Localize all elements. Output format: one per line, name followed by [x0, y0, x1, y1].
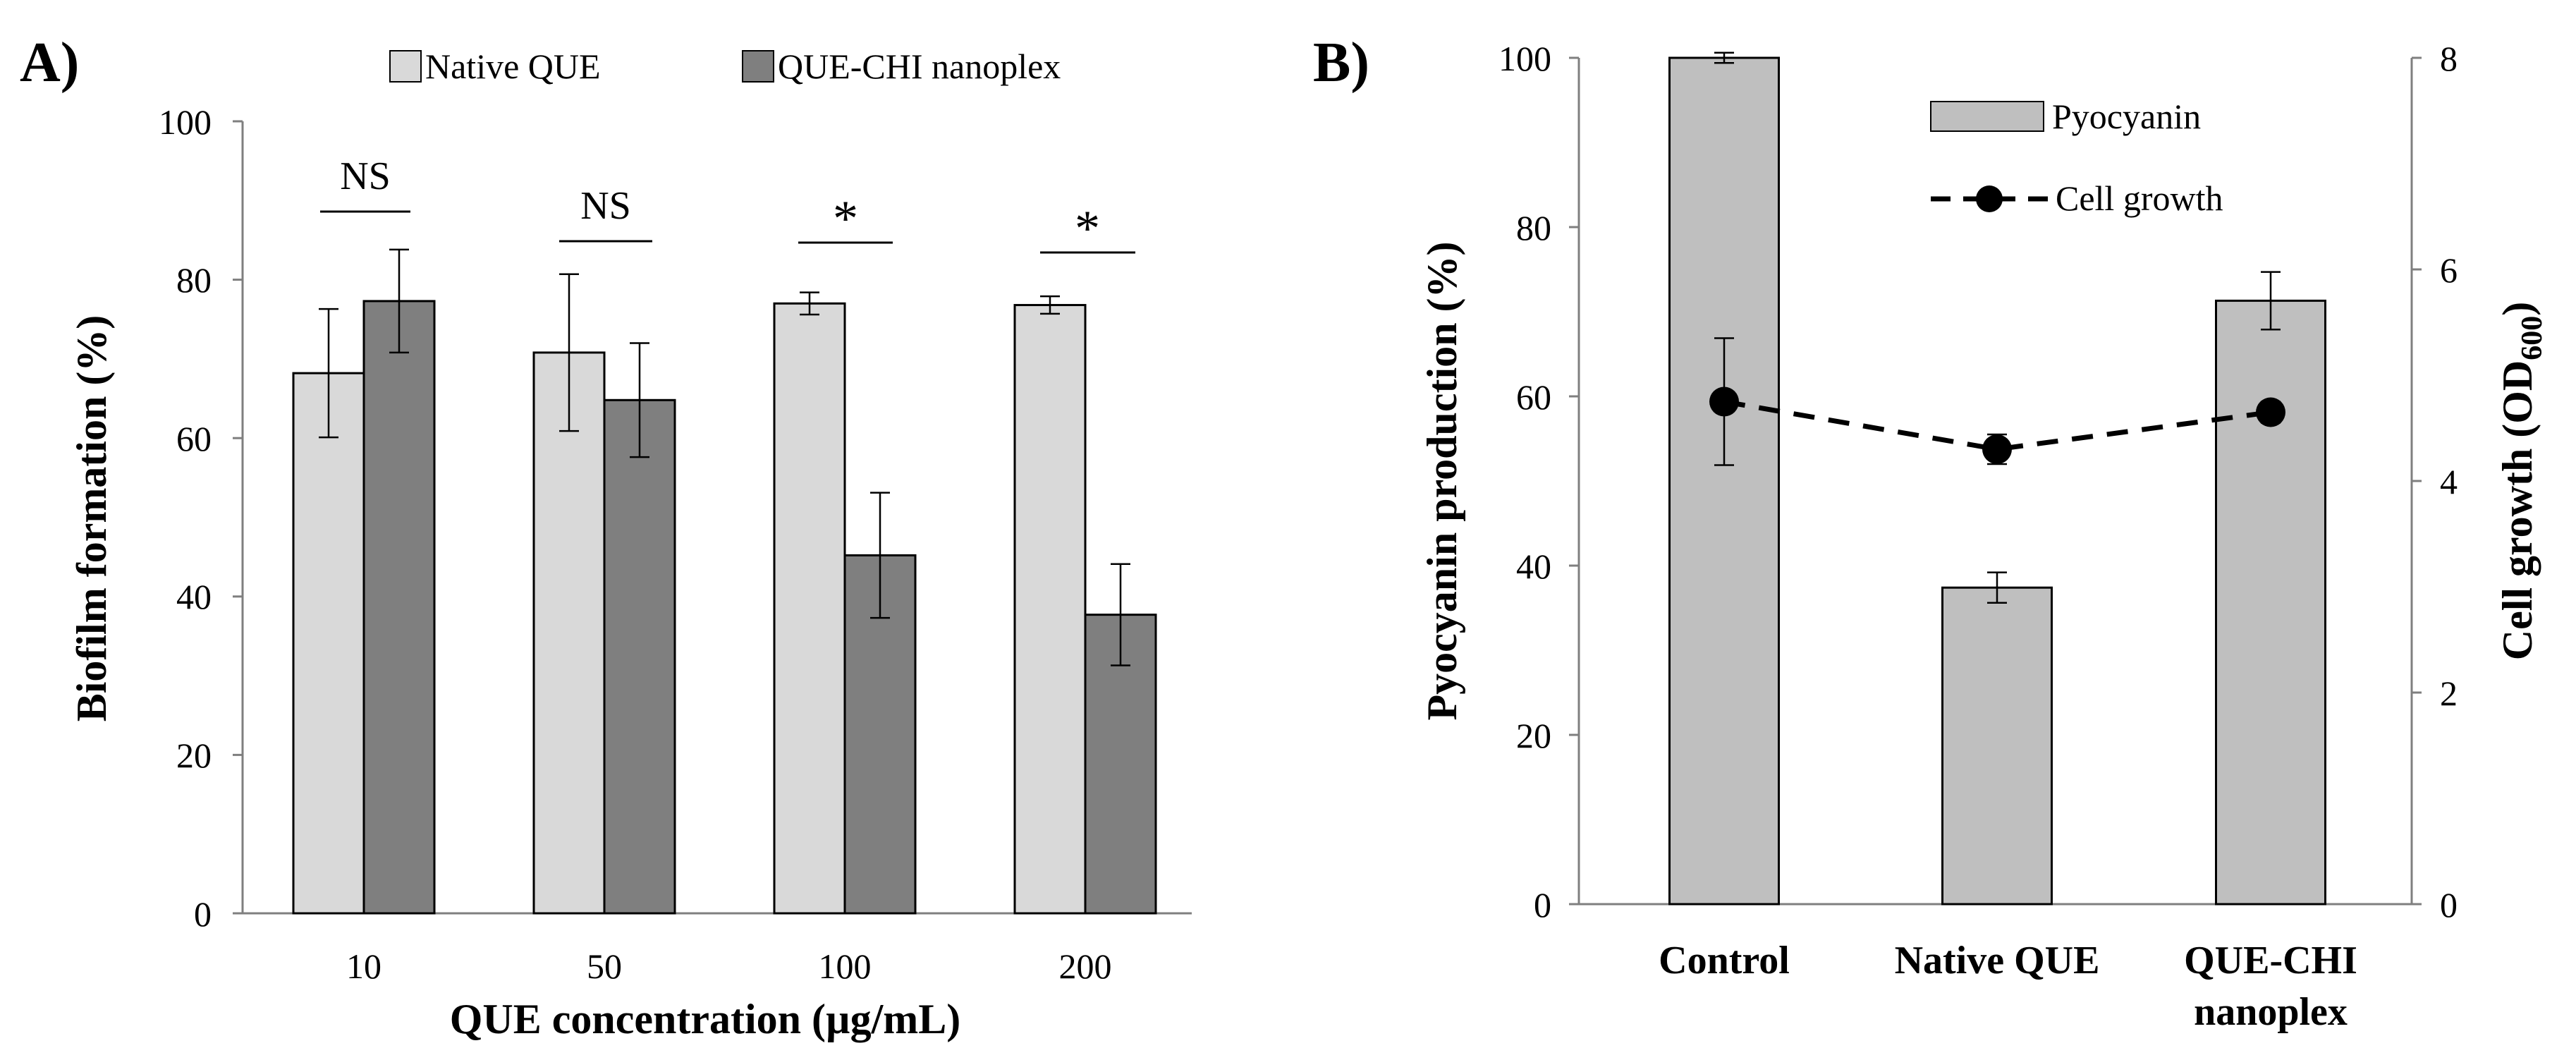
panel-a-significance: NS NS * *	[320, 154, 1135, 257]
legend-swatch-que-chi	[742, 50, 774, 83]
error-bar	[630, 342, 649, 458]
bar-que-chi-50	[603, 398, 676, 915]
y-tick-label: 80	[176, 260, 212, 300]
error-bar	[1111, 563, 1130, 666]
significance-label: *	[833, 190, 858, 247]
x-tick-label-line2: nanoplex	[2194, 990, 2348, 1034]
panel-b-right-y-ticks: 0 2 4 6 8	[2440, 39, 2458, 925]
y2-title-subscript: 600	[2516, 316, 2548, 360]
y2-tick-label: 2	[2440, 674, 2458, 713]
x-tick-label: 50	[587, 946, 622, 986]
panel-b: B) 0 20 40 60 80 100 0 2 4 6 8 Pyocyanin…	[1313, 32, 2548, 1034]
significance-label: NS	[340, 154, 391, 198]
panel-b-left-y-ticks: 0 20 40 60 80 100	[1498, 39, 1551, 925]
panel-b-legend: Pyocyanin Cell growth	[1930, 97, 2223, 218]
panel-b-bars	[1668, 51, 2326, 906]
panel-b-right-y-axis-title: Cell growth (OD600)	[2494, 302, 2548, 661]
legend-label-pyocyanin: Pyocyanin	[2052, 97, 2201, 136]
y2-title-main: Cell growth (OD	[2494, 360, 2541, 661]
panel-a: A) Native QUE QUE-CHI nanoplex 0 20 40 6…	[20, 32, 1192, 1042]
bar-que-chi-200	[1084, 614, 1157, 915]
legend-swatch-pyocyanin	[1930, 101, 2044, 132]
error-bar	[559, 273, 579, 432]
y-tick-label: 60	[1516, 377, 1551, 417]
y2-title-end: )	[2494, 302, 2541, 316]
bar-pyocyanin-control	[1668, 56, 1780, 906]
panel-a-x-axis-title: QUE concentration (µg/mL)	[450, 996, 960, 1042]
y-tick-label: 40	[176, 577, 212, 616]
panel-a-y-axis-title: Biofilm formation (%)	[68, 315, 115, 722]
cell-growth-point	[2256, 397, 2285, 427]
y-tick-label: 20	[176, 736, 212, 775]
error-bar	[1040, 295, 1060, 315]
error-bar	[800, 291, 819, 316]
significance-label: NS	[580, 184, 631, 228]
x-tick-label-line1: Control	[1659, 939, 1790, 982]
y2-tick-label: 0	[2440, 885, 2458, 925]
x-tick-label: 10	[346, 946, 381, 986]
y-tick-label: 60	[176, 419, 212, 458]
panel-b-label: B)	[1313, 32, 1369, 94]
y2-tick-label: 8	[2440, 39, 2458, 78]
y-tick-label: 80	[1516, 208, 1551, 248]
legend-label-native-que: Native QUE	[425, 47, 601, 86]
y-tick-label: 100	[159, 102, 212, 142]
panel-a-x-ticks: 10 50 100 200	[346, 946, 1112, 986]
cell-growth-point	[1709, 386, 1739, 417]
error-bar	[319, 307, 338, 439]
bar-pyocyanin-que-chi	[2215, 299, 2326, 906]
panel-b-line	[1709, 337, 2285, 466]
y-tick-label: 0	[1534, 885, 1551, 925]
panel-a-y-tick-marks	[233, 120, 243, 915]
legend-label-que-chi: QUE-CHI nanoplex	[778, 47, 1061, 86]
error-bar	[389, 248, 409, 354]
y2-tick-label: 4	[2440, 462, 2458, 501]
error-bar	[1987, 571, 2007, 604]
legend-label-cell-growth: Cell growth	[2056, 178, 2223, 218]
error-bar	[1714, 51, 1734, 64]
bar-que-chi-10	[362, 300, 436, 915]
significance-label: *	[1075, 200, 1100, 257]
error-bar	[2261, 271, 2281, 331]
bar-native-que-50	[532, 351, 606, 915]
panel-b-tick-marks	[1569, 56, 2422, 906]
panel-a-y-ticks: 0 20 40 60 80 100	[159, 102, 212, 934]
panel-a-legend: Native QUE QUE-CHI nanoplex	[389, 47, 1061, 86]
y-tick-label: 0	[194, 894, 212, 934]
legend-swatch-native-que	[389, 50, 422, 83]
cell-growth-line	[1723, 399, 2271, 452]
panel-b-x-ticks: Control Native QUE QUE-CHI nanoplex	[1659, 939, 2357, 1034]
cell-growth-point	[1982, 434, 2012, 464]
bar-native-que-100	[773, 302, 846, 915]
panel-a-bars	[292, 248, 1157, 915]
y-tick-label: 100	[1498, 39, 1551, 78]
x-tick-label: 200	[1059, 946, 1112, 986]
x-tick-label-line1: QUE-CHI	[2184, 939, 2357, 982]
y-tick-label: 40	[1516, 547, 1551, 586]
bar-native-que-200	[1013, 304, 1087, 915]
y2-tick-label: 6	[2440, 250, 2458, 290]
bar-pyocyanin-native-que	[1941, 586, 2053, 906]
legend-marker-cell-growth	[1976, 185, 2003, 212]
x-tick-label-line1: Native QUE	[1895, 939, 2100, 982]
error-bar	[870, 492, 890, 619]
x-tick-label: 100	[819, 946, 872, 986]
panel-b-left-y-axis-title: Pyocyanin production (%)	[1419, 242, 1465, 721]
bar-native-que-10	[292, 372, 365, 915]
y-tick-label: 20	[1516, 716, 1551, 755]
panel-a-label: A)	[20, 32, 79, 94]
